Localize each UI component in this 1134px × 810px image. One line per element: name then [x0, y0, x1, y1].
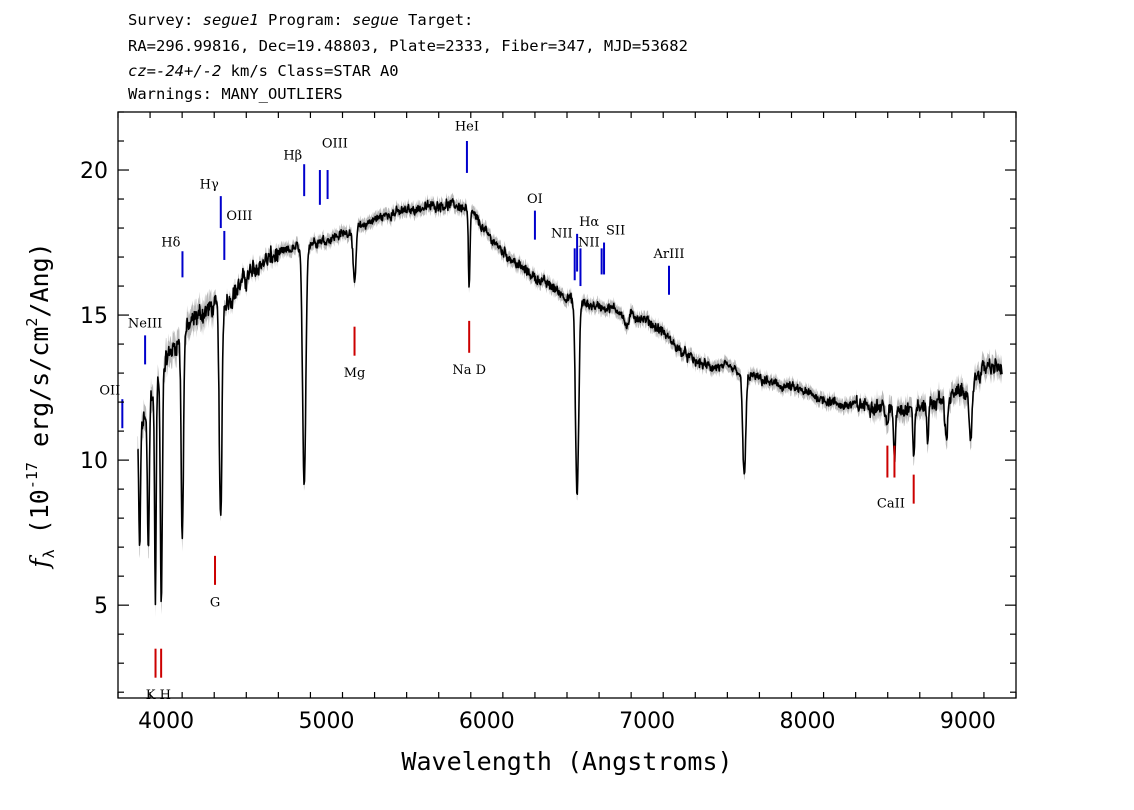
emission-line-label: OIII	[322, 137, 348, 152]
survey-value: segue1	[202, 11, 259, 29]
emission-line-label: OII	[99, 383, 120, 398]
emission-line-label: NeIII	[128, 317, 162, 332]
emission-line-label: SII	[606, 224, 625, 239]
x-tick-label: 6000	[459, 709, 515, 734]
x-tick-label: 4000	[138, 709, 194, 734]
y-axis-title: fλ (10-17 erg/s/cm2/Ang)	[23, 242, 58, 569]
header-line-2: RA=296.99816, Dec=19.48803, Plate=2333, …	[128, 37, 688, 55]
cz-unit-class: km/s Class=STAR A0	[230, 62, 399, 80]
emission-line-label: ArIII	[652, 247, 684, 262]
svg-text:fλ (10-17 erg/s/cm2/Ang): fλ (10-17 erg/s/cm2/Ang)	[23, 242, 58, 569]
y-tick-label: 15	[80, 304, 108, 329]
emission-line-label: NII	[578, 235, 600, 250]
cz-label: cz=	[128, 62, 156, 80]
x-axis-title: Wavelength (Angstroms)	[401, 747, 732, 776]
y-tick-label: 20	[80, 159, 108, 184]
spectrum-line	[137, 198, 1003, 606]
x-tick-label: 5000	[298, 709, 354, 734]
y-tick-label: 10	[80, 449, 108, 474]
emission-line-label: OIII	[226, 209, 252, 224]
line-markers-layer: OII NeIII Hδ Hγ OIII Hβ OIII HeI OI NII Hα NII SII Ar…	[99, 119, 915, 703]
emission-line-label: Hγ	[200, 177, 219, 192]
cz-value: -24+/-2	[156, 62, 222, 80]
x-tick-label: 8000	[780, 709, 836, 734]
emission-line-label: Hδ	[161, 235, 180, 250]
header-line-4: Warnings: MANY_OUTLIERS	[128, 85, 343, 103]
spectrum-layer	[137, 198, 1003, 606]
survey-label: Survey:	[128, 11, 194, 29]
target-label: Target:	[408, 11, 474, 29]
program-label: Program:	[268, 11, 343, 29]
x-tick-label: 9000	[940, 709, 996, 734]
emission-line-label: Hα	[579, 215, 599, 230]
x-tick-label: 7000	[619, 709, 675, 734]
absorption-line-label: Mg	[344, 366, 366, 381]
emission-line-label: NII	[551, 227, 573, 242]
emission-line-label: HeI	[455, 119, 479, 134]
header-line-1: Survey: segue1 Program: segue Target:	[128, 11, 473, 29]
emission-line-label: OI	[527, 192, 543, 207]
axis-ticks-layer: 4000 5000 6000 7000 8000 9000 5 10 15 20	[80, 111, 1017, 734]
program-value: segue	[352, 11, 399, 29]
header-line-3: cz=-24+/-2 km/s Class=STAR A0	[128, 62, 399, 80]
absorption-line-label: CaII	[877, 497, 905, 512]
emission-line-label: Hβ	[283, 148, 302, 163]
absorption-line-label: Na D	[452, 363, 486, 378]
absorption-line-label: K H	[146, 688, 171, 703]
y-tick-label: 5	[94, 594, 108, 619]
absorption-line-label: G	[210, 595, 220, 610]
